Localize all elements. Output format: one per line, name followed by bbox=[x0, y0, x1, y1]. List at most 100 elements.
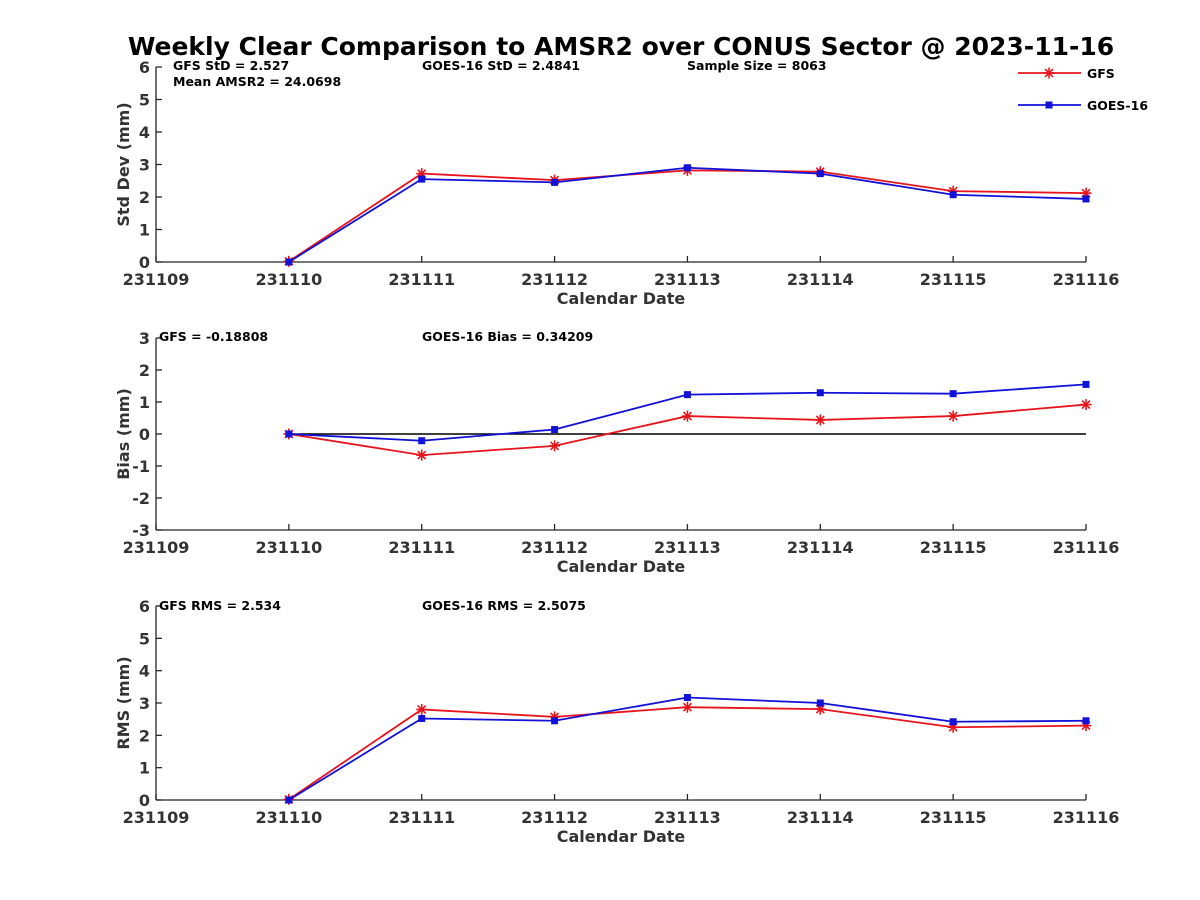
data-point bbox=[1080, 399, 1092, 411]
data-point bbox=[285, 796, 293, 804]
legend: GFS GOES-16 bbox=[1018, 66, 1148, 113]
x-tick-label: 231116 bbox=[1053, 808, 1120, 827]
y-tick-label: 5 bbox=[139, 629, 150, 648]
data-point bbox=[551, 426, 559, 434]
legend-entry-goes-16: GOES-16 bbox=[1018, 98, 1148, 113]
series-gfs bbox=[283, 701, 1092, 805]
series-goes-16 bbox=[285, 694, 1090, 804]
series-line bbox=[288, 696, 1087, 801]
data-point bbox=[816, 389, 824, 397]
data-point bbox=[1082, 195, 1090, 203]
x-tick-label: 231109 bbox=[123, 270, 190, 289]
y-tick-label: 2 bbox=[139, 188, 150, 207]
legend-marker bbox=[1043, 67, 1055, 79]
y-tick-label: 0 bbox=[139, 791, 150, 810]
x-tick-label: 231115 bbox=[920, 270, 987, 289]
y-axis-label: RMS (mm) bbox=[114, 656, 133, 749]
panel-1: 0 1 2 3 4 5 6 231109 231110 231111 231112 231113 231… bbox=[114, 58, 1119, 308]
y-tick-label: 0 bbox=[139, 425, 150, 444]
series-goes-16 bbox=[285, 164, 1090, 266]
x-tick-label: 231110 bbox=[255, 270, 322, 289]
stat-annotation: GFS = -0.18808 bbox=[159, 329, 268, 344]
x-tick-label: 231114 bbox=[787, 270, 854, 289]
y-tick-label: 1 bbox=[139, 759, 150, 778]
x-tick-label: 231113 bbox=[654, 270, 721, 289]
y-axis-label: Bias (mm) bbox=[114, 388, 133, 480]
x-tick-label: 231112 bbox=[521, 538, 588, 557]
legend-marker bbox=[1045, 101, 1053, 109]
x-axis-label: Calendar Date bbox=[557, 557, 686, 576]
y-tick-label: 1 bbox=[139, 221, 150, 240]
x-tick-label: 231113 bbox=[654, 538, 721, 557]
data-point bbox=[418, 437, 426, 445]
legend-label: GOES-16 bbox=[1087, 98, 1148, 113]
x-tick-label: 231116 bbox=[1053, 270, 1120, 289]
x-tick-label: 231115 bbox=[920, 538, 987, 557]
x-tick-label: 231113 bbox=[654, 808, 721, 827]
x-tick-label: 231114 bbox=[787, 808, 854, 827]
data-point bbox=[1082, 717, 1090, 725]
stat-annotation: GOES-16 RMS = 2.5075 bbox=[422, 598, 586, 613]
stat-annotation: GFS StD = 2.527 bbox=[173, 58, 289, 73]
data-point bbox=[418, 175, 426, 183]
y-tick-label: 1 bbox=[139, 393, 150, 412]
y-tick-label: -2 bbox=[132, 489, 150, 508]
chart-title: Weekly Clear Comparison to AMSR2 over CO… bbox=[128, 32, 1114, 61]
y-tick-label: 2 bbox=[139, 361, 150, 380]
data-point bbox=[681, 410, 693, 422]
y-tick-label: 2 bbox=[139, 726, 150, 745]
data-point bbox=[551, 178, 559, 186]
series-line bbox=[288, 169, 1087, 263]
data-point bbox=[681, 701, 693, 713]
stat-annotation: Sample Size = 8063 bbox=[687, 58, 827, 73]
y-axis-label: Std Dev (mm) bbox=[114, 102, 133, 226]
data-point bbox=[285, 430, 293, 438]
data-point bbox=[285, 258, 293, 266]
y-tick-label: 0 bbox=[139, 253, 150, 272]
x-tick-label: 231112 bbox=[521, 808, 588, 827]
x-tick-label: 231115 bbox=[920, 808, 987, 827]
stat-annotation: Mean AMSR2 = 24.0698 bbox=[173, 74, 341, 89]
data-point bbox=[816, 170, 824, 178]
data-point bbox=[814, 414, 826, 426]
y-tick-label: 5 bbox=[139, 91, 150, 110]
data-point bbox=[416, 703, 428, 715]
data-point bbox=[949, 390, 957, 398]
legend-label: GFS bbox=[1087, 66, 1115, 81]
stat-annotation: GFS RMS = 2.534 bbox=[159, 598, 281, 613]
data-point bbox=[551, 717, 559, 725]
y-tick-label: 3 bbox=[139, 694, 150, 713]
data-point bbox=[949, 191, 957, 199]
series-gfs bbox=[283, 399, 1092, 461]
data-point bbox=[683, 391, 691, 399]
x-tick-label: 231110 bbox=[255, 808, 322, 827]
y-tick-label: 4 bbox=[139, 123, 150, 142]
x-tick-label: 231116 bbox=[1053, 538, 1120, 557]
x-axis-label: Calendar Date bbox=[557, 827, 686, 846]
y-tick-label: 3 bbox=[139, 329, 150, 348]
y-tick-label: 6 bbox=[139, 597, 150, 616]
legend-entry-gfs: GFS bbox=[1018, 66, 1115, 81]
y-tick-label: 3 bbox=[139, 156, 150, 175]
data-point bbox=[416, 449, 428, 461]
x-axis-label: Calendar Date bbox=[557, 289, 686, 308]
x-tick-label: 231109 bbox=[123, 538, 190, 557]
data-point bbox=[683, 164, 691, 172]
series-gfs bbox=[283, 164, 1092, 267]
panel-2: -3 -2 -1 0 1 2 3 231109 231110 231111 231112 231113… bbox=[114, 329, 1119, 576]
y-tick-label: -3 bbox=[132, 521, 150, 540]
data-point bbox=[947, 410, 959, 422]
data-point bbox=[418, 715, 426, 723]
x-tick-label: 231114 bbox=[787, 538, 854, 557]
data-point bbox=[949, 718, 957, 726]
data-point bbox=[1082, 380, 1090, 388]
data-point bbox=[549, 440, 561, 452]
y-tick-label: 4 bbox=[139, 662, 150, 681]
x-tick-label: 231111 bbox=[388, 270, 455, 289]
x-tick-label: 231109 bbox=[123, 808, 190, 827]
y-tick-label: 6 bbox=[139, 58, 150, 77]
x-tick-label: 231111 bbox=[388, 538, 455, 557]
data-point bbox=[683, 694, 691, 702]
